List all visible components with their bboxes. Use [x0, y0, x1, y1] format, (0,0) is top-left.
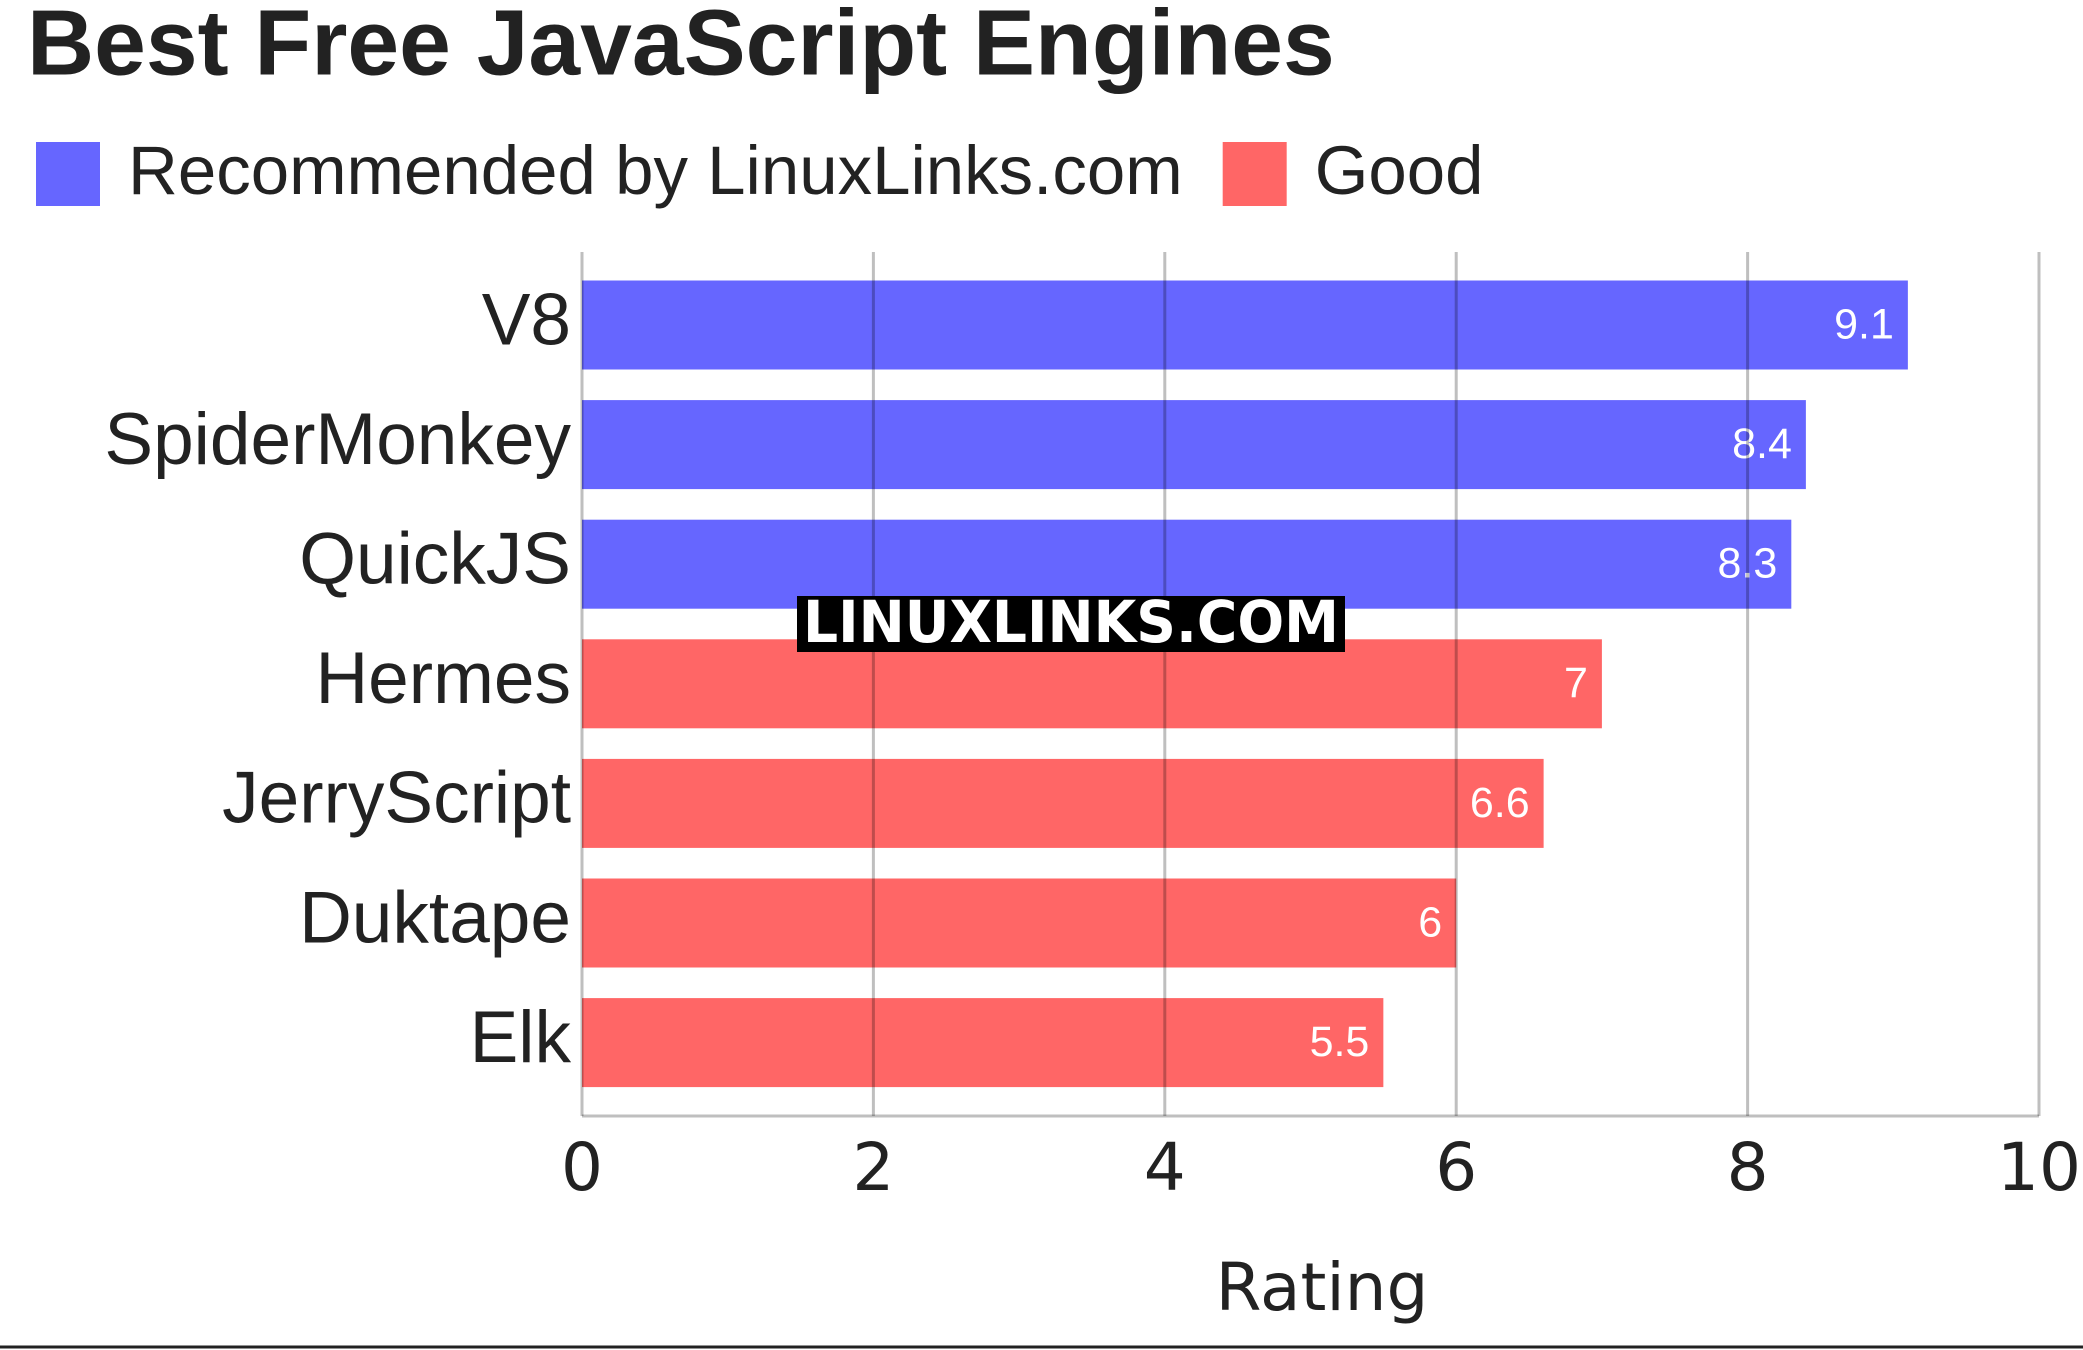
- bar: [582, 400, 1806, 490]
- value-label: 7: [1564, 659, 1588, 707]
- value-label: 9.1: [1834, 300, 1894, 348]
- bar: [582, 519, 1792, 609]
- bar: [582, 878, 1457, 968]
- value-label: 8.4: [1732, 420, 1792, 468]
- legend-swatch: [1222, 142, 1287, 206]
- chart-title: Best Free JavaScript Engines: [27, 0, 1335, 95]
- x-tick-label: 10: [1997, 1129, 2081, 1206]
- legend-label: Recommended by LinuxLinks.com: [128, 132, 1183, 209]
- y-tick-label: Elk: [470, 997, 572, 1078]
- y-tick-label: JerryScript: [222, 758, 571, 839]
- y-tick-label: QuickJS: [299, 518, 571, 599]
- y-tick-label: Duktape: [299, 877, 571, 958]
- x-tick-label: 2: [852, 1129, 894, 1206]
- legend-label: Good: [1315, 132, 1484, 209]
- bar: [582, 758, 1544, 848]
- value-label: 6: [1418, 898, 1442, 946]
- x-tick-label: 0: [561, 1129, 603, 1206]
- bar: [582, 280, 1908, 370]
- value-label: 8.3: [1718, 540, 1778, 588]
- value-label: 5.5: [1310, 1018, 1370, 1066]
- x-tick-label: 4: [1144, 1129, 1186, 1206]
- x-tick-label: 8: [1727, 1129, 1769, 1206]
- y-tick-label: SpiderMonkey: [104, 399, 571, 480]
- watermark: LINUXLINKS.COM: [803, 588, 1339, 656]
- watermark-bg: [797, 596, 1345, 652]
- bar: [582, 639, 1602, 729]
- legend-swatch: [36, 142, 100, 206]
- x-tick-label: 6: [1435, 1129, 1477, 1206]
- bar: [582, 998, 1384, 1088]
- y-tick-label: V8: [482, 279, 571, 360]
- value-label: 6.6: [1470, 779, 1530, 827]
- y-tick-label: Hermes: [315, 638, 571, 719]
- x-axis-label: Rating: [1216, 1249, 1429, 1326]
